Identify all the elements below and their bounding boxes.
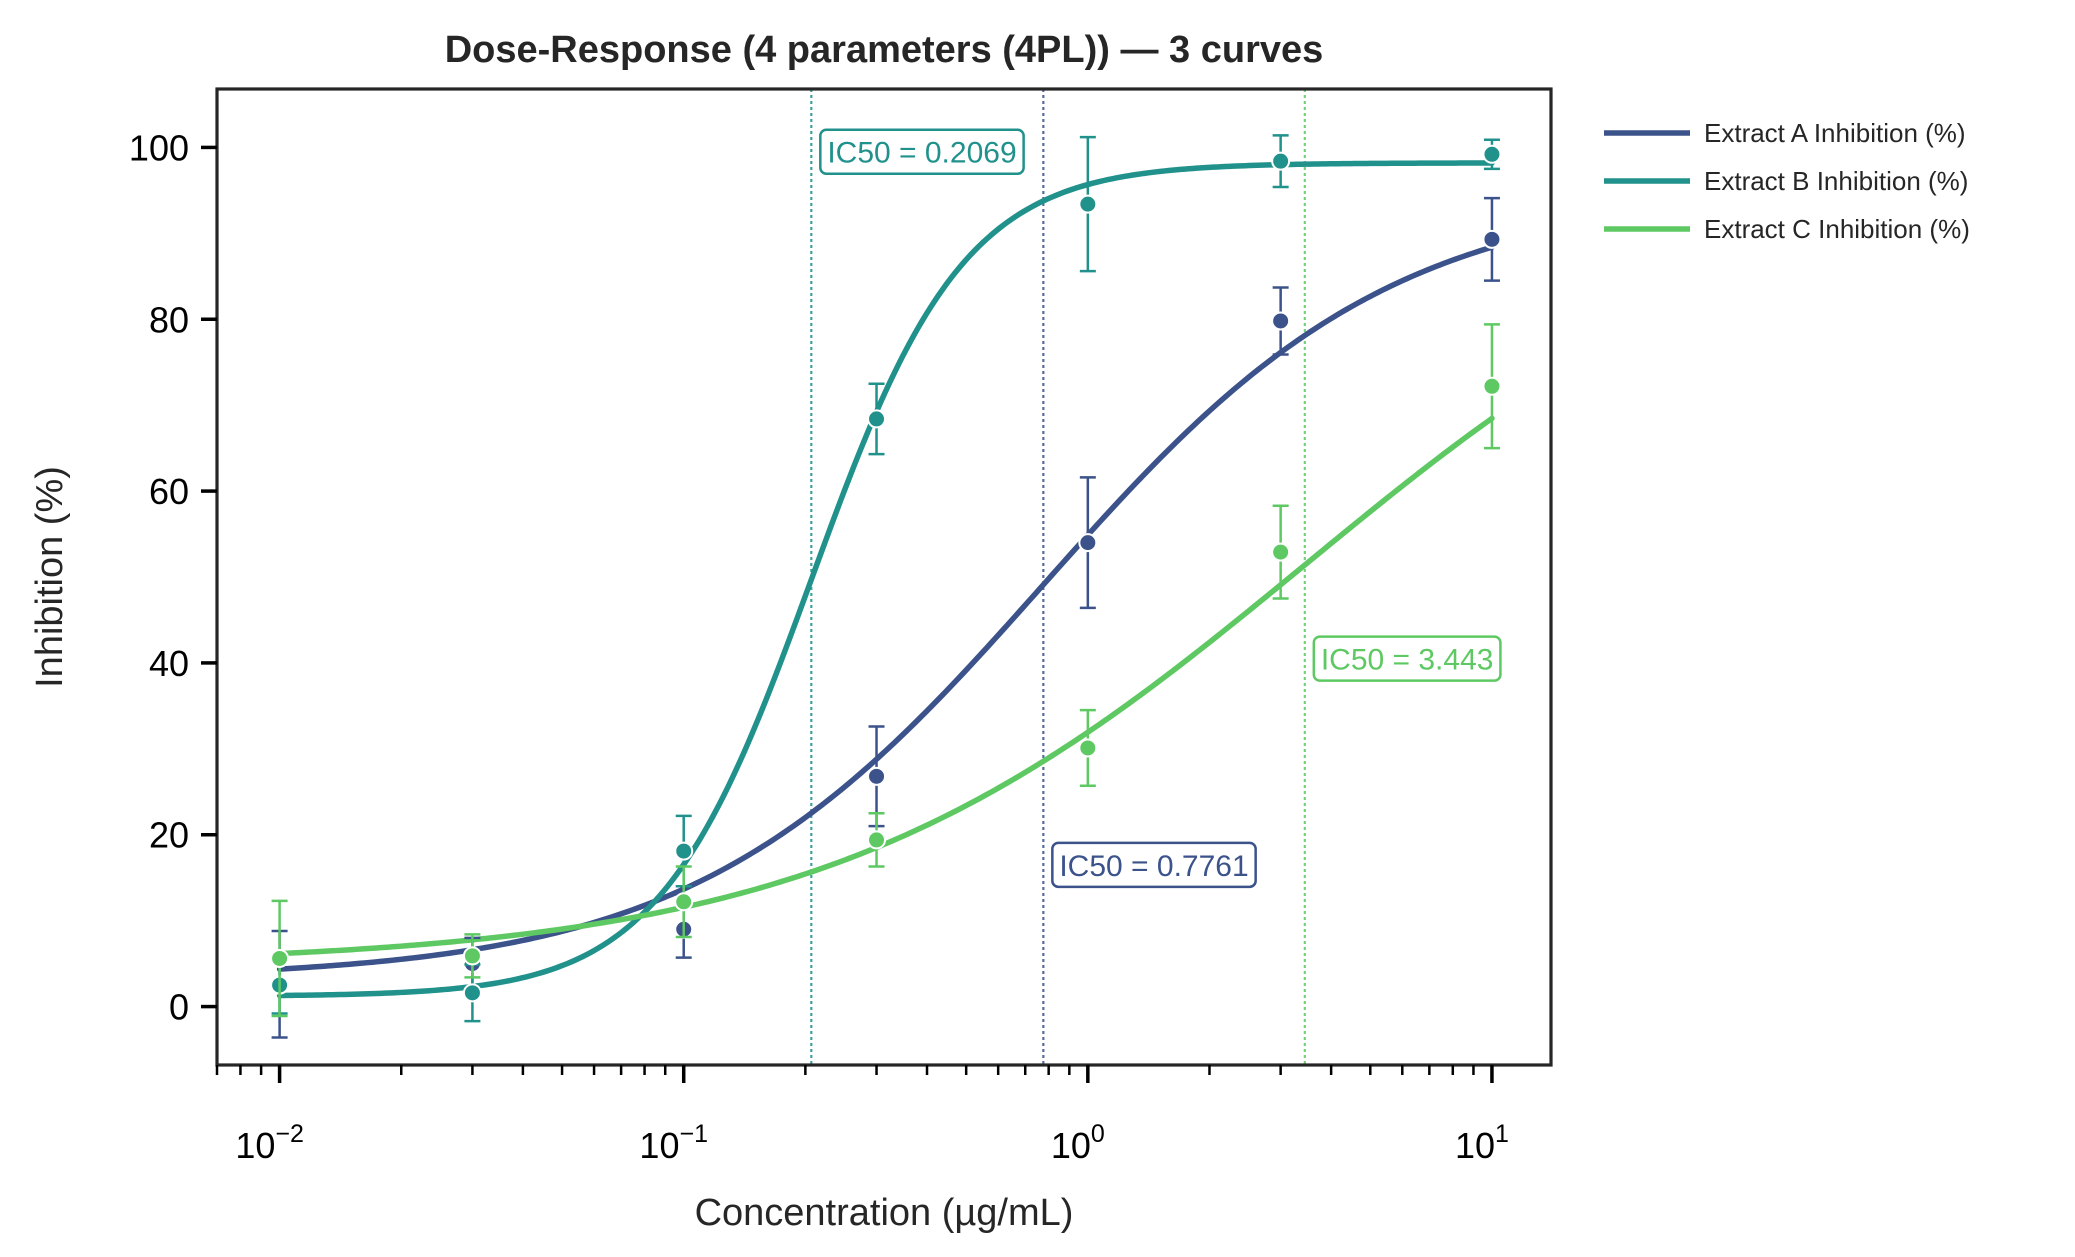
x-tick-label-2: 10−1 <box>639 1120 708 1166</box>
data-point-series-1-6 <box>1271 311 1291 331</box>
ic50-label-box-series-2 <box>819 128 1025 175</box>
x-tick-exponent-4: 1 <box>1495 1120 1509 1148</box>
x-tick-base-2: 10 <box>639 1125 679 1166</box>
data-point-series-3-2 <box>462 946 482 966</box>
x-tick-label-1: 10−2 <box>235 1120 304 1166</box>
ic50-label-series-1: IC50 = 0.7761 <box>1059 850 1248 883</box>
data-point-series-2-5 <box>1078 194 1098 214</box>
legend-label-2: Extract B Inhibition (%) <box>1704 166 1968 196</box>
y-axis-label: Inhibition (%) <box>29 466 71 688</box>
data-point-series-2-3 <box>674 841 694 861</box>
fit-curve-series-3 <box>276 415 1495 957</box>
ic50-label-series-3: IC50 = 3.443 <box>1321 644 1494 677</box>
data-point-series-3-4 <box>867 830 887 850</box>
data-point-series-2-7 <box>1482 144 1502 164</box>
fit-curve-series-2 <box>276 160 1495 999</box>
y-tick-label-4: 60 <box>149 471 189 512</box>
x-tick-base-1: 10 <box>235 1125 275 1166</box>
data-point-series-2-2 <box>462 983 482 1003</box>
data-point-series-2-6 <box>1271 151 1291 171</box>
x-tick-label-3: 100 <box>1051 1120 1105 1166</box>
x-tick-exponent-3: 0 <box>1091 1120 1105 1148</box>
plot-frame <box>215 87 1553 1067</box>
y-tick-label-2: 20 <box>149 815 189 856</box>
data-point-series-1-7 <box>1482 229 1502 249</box>
ic50-label-box-series-3 <box>1312 635 1502 682</box>
y-tick-label-5: 80 <box>149 299 189 340</box>
plot-area: IC50 = 0.7761 IC50 = 0.2069 IC50 = 3.443 <box>270 89 1502 1065</box>
data-point-series-2-4 <box>867 409 887 429</box>
legend-label-3: Extract C Inhibition (%) <box>1704 214 1970 244</box>
series-layer <box>270 89 1502 1065</box>
data-point-series-1-5 <box>1078 533 1098 553</box>
y-tick-label-1: 0 <box>169 987 189 1028</box>
ic50-annotation-series-1: IC50 = 0.7761 <box>1051 841 1257 889</box>
data-point-series-3-3 <box>674 892 694 912</box>
legend-label-1: Extract A Inhibition (%) <box>1704 118 1966 148</box>
x-tick-exponent-1: −2 <box>275 1120 304 1148</box>
data-point-series-3-6 <box>1271 542 1291 562</box>
chart-title: Dose-Response (4 parameters (4PL)) — 3 c… <box>445 29 1324 71</box>
y-tick-label-3: 40 <box>149 643 189 684</box>
data-point-series-3-5 <box>1078 738 1098 758</box>
x-tick-label-4: 101 <box>1455 1120 1509 1166</box>
x-tick-base-4: 10 <box>1455 1125 1495 1166</box>
x-tick-exponent-2: −1 <box>679 1120 708 1148</box>
ic50-label-series-2: IC50 = 0.2069 <box>827 137 1016 170</box>
ic50-annotation-series-2: IC50 = 0.2069 <box>819 128 1025 175</box>
data-point-series-3-1 <box>270 948 290 968</box>
ic50-annotation-series-3: IC50 = 3.443 <box>1312 635 1502 682</box>
fit-curve-series-1 <box>276 244 1495 972</box>
x-tick-base-3: 10 <box>1051 1125 1091 1166</box>
x-axis-label: Concentration (µg/mL) <box>695 1192 1074 1234</box>
legend: Extract A Inhibition (%) Extract B Inhibi… <box>1604 118 1970 244</box>
data-point-series-1-4 <box>867 766 887 786</box>
data-point-series-3-7 <box>1482 376 1502 396</box>
y-tick-label-6: 100 <box>129 127 189 168</box>
ic50-label-box-series-1 <box>1051 841 1257 889</box>
